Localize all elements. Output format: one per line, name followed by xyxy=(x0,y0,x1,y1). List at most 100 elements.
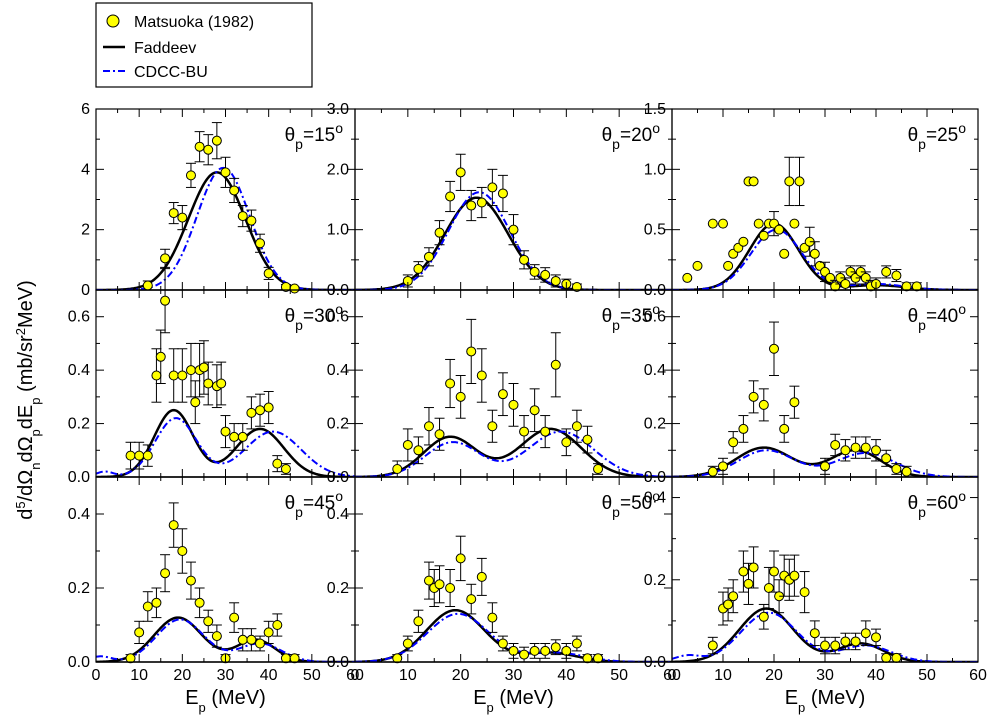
data-point xyxy=(423,251,434,262)
data-point xyxy=(185,170,196,181)
data-point xyxy=(789,570,800,581)
y-tick-label: 0.0 xyxy=(68,469,90,486)
panel-angle-label: θp=45o xyxy=(285,488,344,520)
panel-angle-label: θp=35o xyxy=(602,301,661,333)
data-point xyxy=(216,378,227,389)
data-point xyxy=(508,399,519,410)
data-point xyxy=(707,218,718,229)
x-tick-label: 0 xyxy=(668,667,677,684)
data-point xyxy=(550,275,561,286)
y-tick-label: 3.0 xyxy=(327,101,349,118)
data-point xyxy=(255,238,266,249)
data-point xyxy=(434,579,445,590)
data-point xyxy=(229,185,240,196)
data-point xyxy=(487,421,498,432)
data-point xyxy=(487,612,498,623)
data-point xyxy=(779,248,790,259)
data-point xyxy=(237,211,248,222)
legend-label-matsuoka: Matsuoka (1982) xyxy=(134,14,254,31)
data-point xyxy=(142,450,153,461)
panel-theta_p=25: 0.00.51.01.5θp=25o xyxy=(644,101,979,299)
panel-angle-label: θp=20o xyxy=(602,120,661,152)
y-tick-label: 0.2 xyxy=(644,416,666,433)
data-point xyxy=(707,466,718,477)
x-tick-label: 50 xyxy=(918,667,936,684)
data-point xyxy=(571,421,582,432)
x-tick-label: 60 xyxy=(969,667,987,684)
data-point xyxy=(692,260,703,271)
data-point xyxy=(850,442,861,453)
data-point xyxy=(168,208,179,219)
data-point xyxy=(911,281,922,292)
data-point xyxy=(476,370,487,381)
data-point xyxy=(508,224,519,235)
y-tick-label: 0.2 xyxy=(68,580,90,597)
data-point xyxy=(840,445,851,456)
panel-angle-label: θp=25o xyxy=(908,120,967,152)
data-point xyxy=(718,218,728,229)
x-tick-label: 60 xyxy=(663,667,681,684)
data-point xyxy=(160,568,171,579)
data-point xyxy=(860,442,871,453)
data-point xyxy=(728,437,739,448)
x-tick-label: 30 xyxy=(217,667,235,684)
data-point xyxy=(840,278,851,289)
panel-theta_p=15: 0 2 4 6 θp=15o xyxy=(81,101,356,299)
x-tick-label: 0 xyxy=(351,667,360,684)
x-tick-label: 50 xyxy=(610,667,628,684)
x-tick-label: 30 xyxy=(505,667,523,684)
x-axis-title: Ep (MeV) xyxy=(785,687,866,715)
data-point xyxy=(466,594,477,605)
x-tick-label: 50 xyxy=(303,667,321,684)
data-point xyxy=(211,631,222,642)
data-point xyxy=(142,280,153,291)
data-point xyxy=(220,167,231,178)
data-point xyxy=(160,253,171,264)
data-point xyxy=(445,583,456,593)
y-tick-label: 2.0 xyxy=(327,161,349,178)
data-point xyxy=(825,272,836,283)
data-point xyxy=(151,597,162,608)
data-point xyxy=(748,391,759,402)
data-point xyxy=(728,591,739,602)
y-axis-title: d5/dΩndΩpdEp (mb/sr2MeV) xyxy=(13,280,43,520)
data-point xyxy=(220,426,231,437)
data-point xyxy=(550,642,561,653)
legend-marker-icon xyxy=(106,14,120,28)
data-point xyxy=(881,652,892,663)
y-tick-label: 0.6 xyxy=(644,309,666,326)
data-point xyxy=(860,272,871,283)
y-tick-label: 0.4 xyxy=(327,506,349,523)
data-point xyxy=(850,636,861,647)
data-point xyxy=(860,628,871,639)
data-point xyxy=(177,546,188,556)
data-point xyxy=(413,445,424,456)
data-point xyxy=(519,426,530,437)
data-point xyxy=(738,423,749,434)
y-tick-label: 0.4 xyxy=(327,362,349,379)
data-point xyxy=(280,463,291,474)
data-point xyxy=(784,176,795,187)
x-tick-label: 10 xyxy=(399,667,417,684)
data-point xyxy=(758,399,769,410)
data-point xyxy=(497,638,508,649)
data-point xyxy=(561,437,572,448)
data-point xyxy=(203,144,214,155)
data-point xyxy=(871,632,881,643)
data-point xyxy=(263,402,274,413)
y-tick-label: 0.6 xyxy=(327,309,349,326)
data-point xyxy=(753,218,764,229)
data-point xyxy=(891,463,902,474)
y-tick-label: 0.6 xyxy=(68,309,90,326)
data-point xyxy=(134,627,145,638)
cdcc-bu-curve xyxy=(355,430,672,477)
data-point xyxy=(168,370,179,381)
panel-theta_p=60: 0.0 0.2 0.4 0 10 20 30 40 50 60 Ep (MeV) θp=60o xyxy=(644,476,987,715)
data-point xyxy=(789,397,800,408)
data-point xyxy=(177,370,188,381)
data-point xyxy=(402,439,413,450)
data-point xyxy=(707,640,718,651)
data-point xyxy=(830,439,841,450)
x-tick-label: 20 xyxy=(452,667,470,684)
